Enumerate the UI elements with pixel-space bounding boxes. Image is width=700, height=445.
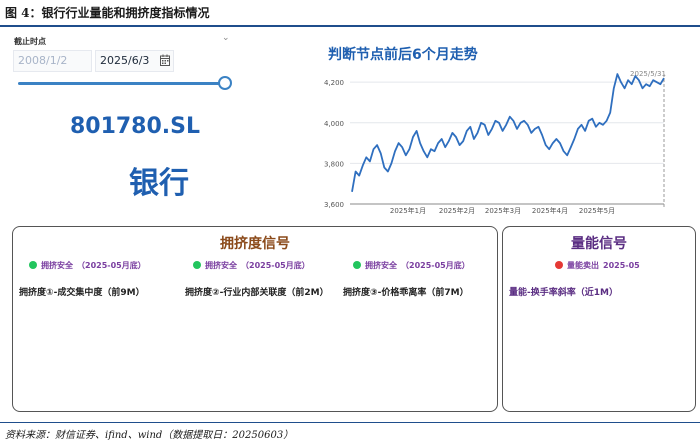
indicator-3-status-text: 拥挤安全 <box>365 261 397 270</box>
main-marker-label: 2025/5/31 <box>630 70 666 78</box>
indicator-2-status-text: 拥挤安全 <box>205 261 237 270</box>
main-y-tick-label: 4,000 <box>324 120 344 128</box>
indicator-3-status-date: （2025-05月底） <box>401 261 470 270</box>
date-range-slider-track[interactable] <box>18 82 225 85</box>
indicator-2-title: 拥挤度②-行业内部关联度（前2M） <box>185 288 329 298</box>
main-x-tick-label: 2025年5月 <box>579 206 615 215</box>
main-x-tick-label: 2025年3月 <box>485 206 521 215</box>
indicator-3-status: 拥挤安全 （2025-05月底） <box>353 260 470 271</box>
crowding-panel: 拥挤度信号 拥挤安全 （2025-05月底） 拥挤安全 （2025-05月底） 拥挤… <box>12 226 498 412</box>
indicator-1-status-text: 拥挤安全 <box>41 261 73 270</box>
end-date-input[interactable]: 2025/6/3 <box>95 50 174 72</box>
date-range-slider-handle[interactable] <box>218 76 232 90</box>
start-date-input[interactable]: 2008/1/2 <box>13 50 92 72</box>
indicator-2-status-date: （2025-05月底） <box>241 261 310 270</box>
range-label: 截止时点 <box>14 37 46 46</box>
main-x-tick-label: 2025年2月 <box>439 206 475 215</box>
crowding-panel-title: 拥挤度信号 <box>220 236 290 252</box>
source-note: 资料来源：财信证券、ifind、wind（数据提取日：20250603） <box>5 430 294 441</box>
volume-panel-title: 量能信号 <box>571 236 627 252</box>
start-date-value: 2008/1/2 <box>18 54 68 67</box>
figure-title: 图 4：银行行业量能和拥挤度指标情况 <box>5 6 210 20</box>
end-date-value: 2025/6/3 <box>100 54 150 67</box>
indicator-2-status: 拥挤安全 （2025-05月底） <box>193 260 310 271</box>
safe-status-dot-icon <box>353 261 361 269</box>
volume-panel: 量能信号 量能卖出 2025-05 量能-换手率斜率（近1M） <box>502 226 696 412</box>
volume-status-date: 2025-05 <box>603 261 640 270</box>
volume-status: 量能卖出 2025-05 <box>555 260 640 271</box>
main-series-line <box>351 73 665 192</box>
safe-status-dot-icon <box>29 261 37 269</box>
safe-status-dot-icon <box>193 261 201 269</box>
main-chart-title: 判断节点前后6个月走势 <box>328 47 478 63</box>
main-x-tick-label: 2025年4月 <box>532 206 568 215</box>
sell-status-dot-icon <box>555 261 563 269</box>
indicator-1-title: 拥挤度①-成交集中度（前9M） <box>19 288 145 298</box>
main-y-tick-label: 3,600 <box>324 201 344 209</box>
calendar-icon[interactable] <box>160 54 170 66</box>
index-code: 801780.SL <box>69 114 201 139</box>
indicator-1-status: 拥挤安全 （2025-05月底） <box>29 260 146 271</box>
index-name: 银行 <box>129 166 189 201</box>
main-y-tick-label: 3,800 <box>324 160 344 168</box>
volume-status-text: 量能卖出 <box>567 261 599 270</box>
indicator-1-status-date: （2025-05月底） <box>77 261 146 270</box>
title-rule <box>0 25 700 27</box>
main-y-tick-label: 4,200 <box>324 79 344 87</box>
main-x-tick-label: 2025年1月 <box>390 206 426 215</box>
footer-rule <box>0 422 700 423</box>
indicator-3-title: 拥挤度③-价格乖离率（前7M） <box>343 288 469 298</box>
volume-indicator-title: 量能-换手率斜率（近1M） <box>509 288 618 298</box>
chevron-down-icon[interactable]: ⌄ <box>222 33 230 43</box>
